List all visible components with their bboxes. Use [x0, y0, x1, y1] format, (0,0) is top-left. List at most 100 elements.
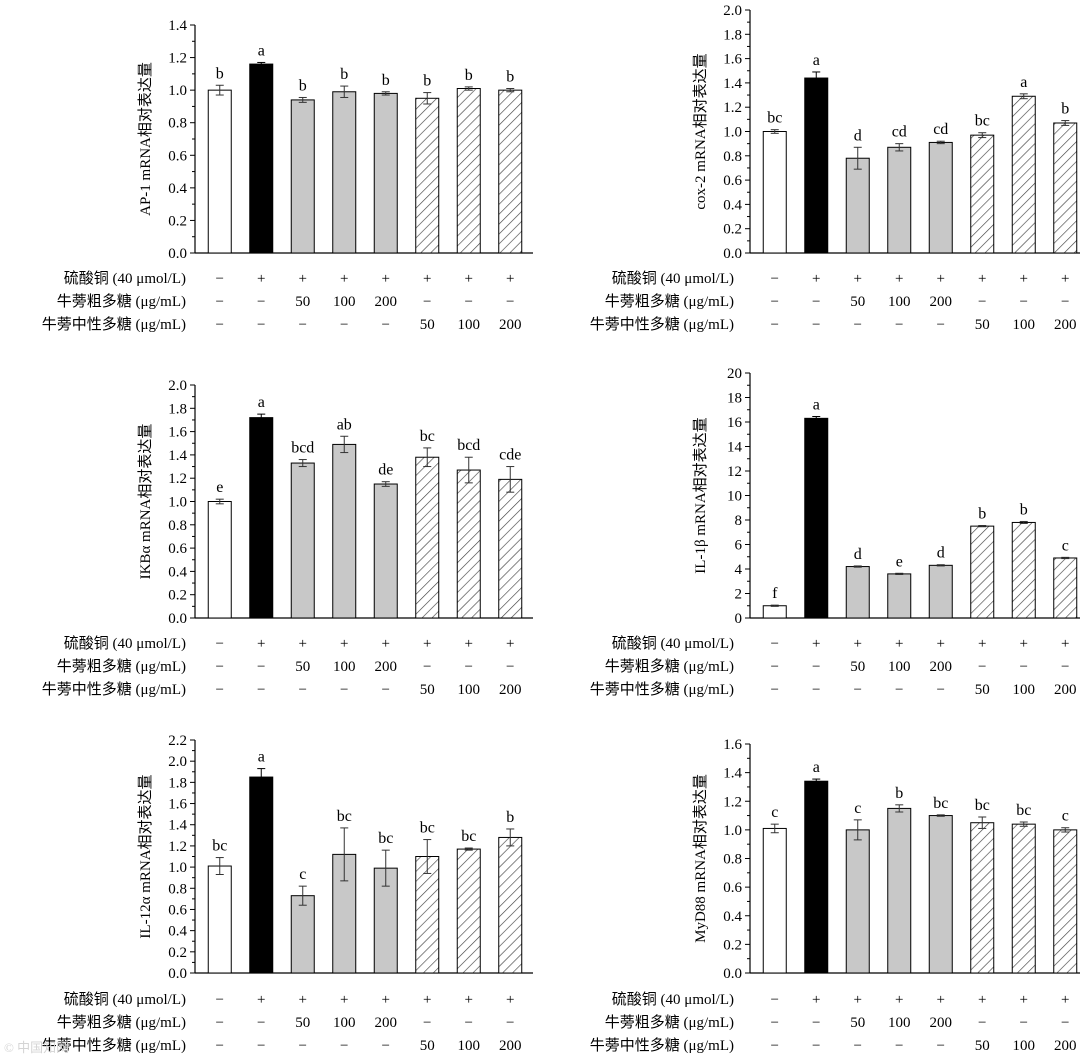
condition-value: − [895, 317, 903, 333]
chart-ikba: 0.0 0.2 0.4 0.6 0.8 1.0 1.2 1.4 1.6 1.8 2.0 IKBα mR… [42, 378, 533, 698]
y-axis-label: AP-1 mRNA相对表达量 [137, 62, 154, 216]
condition-value: + [340, 636, 348, 652]
y-tick-label: 0.8 [723, 852, 742, 868]
significance-letter: a [258, 394, 265, 411]
y-tick-label: 0.4 [168, 924, 187, 940]
significance-letter: a [258, 42, 265, 59]
condition-value: − [771, 294, 779, 310]
bar [1011, 823, 1036, 974]
y-tick-label: 1.6 [723, 737, 742, 753]
condition-value: 100 [458, 317, 481, 333]
significance-letter: b [465, 67, 473, 84]
significance-letter: de [378, 462, 393, 479]
chart-ap1: 0.0 0.2 0.4 0.6 0.8 1.0 1.2 1.4 AP-1 mRNA相对表达量 b a… [42, 18, 533, 333]
condition-value: 100 [458, 682, 481, 698]
condition-value: + [506, 636, 514, 652]
condition-value: + [299, 271, 307, 287]
y-tick-label: 0.6 [168, 902, 187, 918]
condition-value: + [895, 636, 903, 652]
condition-value: + [1020, 636, 1028, 652]
y-tick-label: 0 [735, 611, 743, 627]
significance-letter: cd [933, 121, 948, 138]
condition-value: − [771, 992, 779, 1008]
condition-value: − [506, 294, 514, 310]
significance-letter: bcd [291, 440, 314, 457]
condition-value: + [1061, 271, 1069, 287]
y-tick-label: 1.2 [723, 794, 742, 810]
bar [207, 501, 232, 619]
bar [804, 77, 829, 254]
significance-letter: bc [337, 808, 352, 825]
condition-value: + [506, 271, 514, 287]
condition-value: + [340, 271, 348, 287]
condition-value: − [978, 294, 986, 310]
significance-letter: bc [1016, 802, 1031, 819]
y-tick-label: 16 [727, 415, 743, 431]
condition-value: − [465, 659, 473, 675]
y-tick-label: 1.2 [168, 51, 187, 67]
condition-value: − [423, 659, 431, 675]
condition-value: 200 [1054, 682, 1077, 698]
condition-value: − [1020, 1015, 1028, 1031]
condition-value: − [216, 659, 224, 675]
condition-value: 50 [420, 1038, 435, 1054]
condition-value: − [216, 1038, 224, 1054]
bar [762, 605, 787, 619]
significance-letter: bc [420, 820, 435, 837]
bar [845, 829, 870, 974]
condition-value: + [299, 636, 307, 652]
condition-value: + [423, 636, 431, 652]
bar [249, 417, 274, 619]
condition-value: 100 [888, 294, 911, 310]
condition-value: − [895, 1038, 903, 1054]
condition-value: 100 [1013, 317, 1036, 333]
condition-value: − [1061, 294, 1069, 310]
y-tick-label: 1.6 [168, 425, 187, 441]
condition-value: 100 [333, 1015, 356, 1031]
condition-value: − [937, 1038, 945, 1054]
bar [456, 88, 481, 254]
significance-letter: b [299, 77, 307, 94]
bar [1053, 829, 1078, 974]
y-tick-label: 1.0 [723, 823, 742, 839]
condition-value: 200 [930, 1015, 953, 1031]
condition-value: − [771, 271, 779, 287]
condition-value: + [465, 992, 473, 1008]
condition-value: 200 [930, 294, 953, 310]
condition-value: 200 [499, 1038, 522, 1054]
condition-value: − [854, 682, 862, 698]
bar [373, 92, 398, 254]
bar [207, 865, 232, 974]
condition-value: 100 [888, 1015, 911, 1031]
significance-letter: b [1020, 501, 1028, 518]
condition-value: + [895, 992, 903, 1008]
condition-value: + [812, 992, 820, 1008]
condition-value: − [1061, 1015, 1069, 1031]
y-tick-label: 2 [735, 587, 743, 603]
condition-value: − [812, 682, 820, 698]
significance-letter: bcd [457, 437, 480, 454]
y-tick-label: 0.0 [723, 246, 742, 262]
significance-letter: ab [337, 416, 352, 433]
significance-letter: bc [975, 113, 990, 130]
condition-value: − [812, 294, 820, 310]
significance-letter: bc [933, 795, 948, 812]
condition-value: + [506, 992, 514, 1008]
chart-il1b: 0 2 4 6 8 10 12 14 16 18 20 IL-1β mRNA相对表达量 f a d e d b b c… [590, 366, 1080, 698]
condition-value: + [1061, 992, 1069, 1008]
y-axis-label: cox-2 mRNA相对表达量 [692, 53, 709, 209]
significance-letter: bc [212, 838, 227, 855]
bar [456, 848, 481, 974]
y-tick-label: 0.6 [723, 173, 742, 189]
condition-value: + [937, 992, 945, 1008]
bar [332, 443, 357, 619]
condition-value: 200 [1054, 1038, 1077, 1054]
condition-value: 50 [295, 1015, 310, 1031]
condition-value: + [937, 636, 945, 652]
condition-value: + [423, 992, 431, 1008]
condition-row-label: 硫酸铜 (40 μmol/L) [612, 635, 734, 652]
significance-letter: bc [767, 110, 782, 127]
bar [1011, 521, 1036, 619]
condition-value: 200 [930, 659, 953, 675]
condition-value: − [216, 992, 224, 1008]
